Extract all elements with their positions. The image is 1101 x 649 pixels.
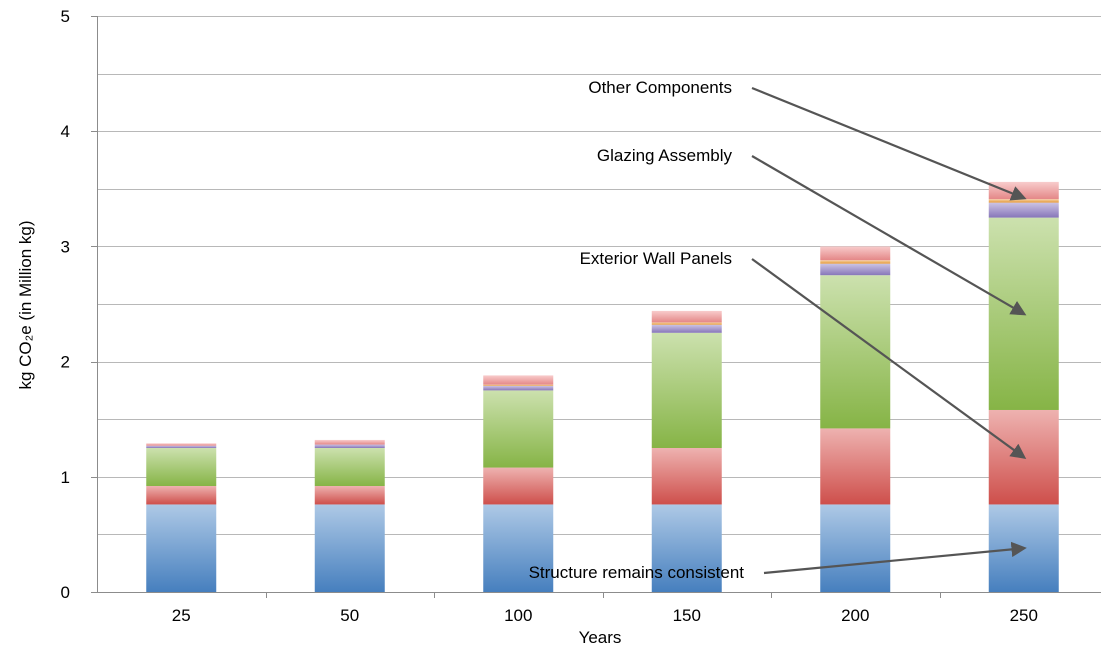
bar-segment: [651, 324, 722, 333]
bar-segment: [820, 260, 891, 264]
bar-segment: [988, 202, 1059, 218]
bars: [146, 181, 1059, 592]
annotation-arrow: [751, 86, 1027, 201]
annotations: Other Components Glazing Assembly Exterior…: [529, 78, 1027, 582]
annotation-arrow: [763, 541, 1027, 575]
y-axis-title: kg CO₂e (in Million kg): [16, 220, 35, 389]
bar-segment: [651, 332, 722, 448]
y-tick-label: 4: [61, 122, 70, 141]
bar-segment: [988, 199, 1059, 203]
annotation-label: Exterior Wall Panels: [580, 249, 732, 268]
bar-segment: [988, 181, 1059, 200]
bar-segment: [483, 384, 554, 386]
bar-segment: [314, 504, 385, 592]
annotation-label: Glazing Assembly: [597, 146, 733, 165]
x-axis-title: Years: [579, 628, 622, 647]
annotation-label: Structure remains consistent: [529, 563, 745, 582]
x-tick-label: 200: [841, 606, 869, 625]
bar-segment: [483, 467, 554, 505]
bar-segment: [314, 444, 385, 448]
bar-segment: [988, 409, 1059, 505]
bar-segment: [820, 504, 891, 592]
y-tick-label: 1: [61, 468, 70, 487]
bar-segment: [146, 448, 217, 487]
x-tick-label: 100: [504, 606, 532, 625]
gridlines: [97, 16, 1101, 593]
bar-segment: [651, 310, 722, 323]
bar-segment: [820, 428, 891, 505]
bar-segment: [314, 439, 385, 445]
bar-segment: [146, 486, 217, 505]
bar-segment: [314, 448, 385, 487]
bar-segment: [483, 390, 554, 468]
annotation-arrow: [751, 155, 1027, 316]
x-tick-label: 50: [340, 606, 359, 625]
bar-segment: [651, 504, 722, 592]
bar-segment: [483, 375, 554, 385]
bar-segment: [651, 322, 722, 325]
y-tick-label: 5: [61, 7, 70, 26]
x-tick-label: 25: [172, 606, 191, 625]
annotation-arrow: [751, 258, 1027, 460]
bar-segment: [820, 263, 891, 276]
bar-segment: [820, 246, 891, 261]
bar-segment: [146, 445, 217, 448]
annotation-label: Other Components: [588, 78, 732, 97]
y-tick-label: 0: [61, 583, 70, 602]
tick-labels: 0 1 2 3 4 5 25 50 100 150 200 250: [61, 7, 1038, 625]
bar-segment: [146, 504, 217, 592]
bar-segment: [483, 504, 554, 592]
bar-segment: [146, 443, 217, 446]
bar-segment: [651, 448, 722, 505]
axes: [91, 16, 941, 598]
bar-segment: [483, 385, 554, 391]
x-tick-label: 150: [673, 606, 701, 625]
bar-segment: [314, 486, 385, 505]
x-tick-label: 250: [1010, 606, 1038, 625]
y-tick-label: 2: [61, 353, 70, 372]
y-tick-label: 3: [61, 237, 70, 256]
